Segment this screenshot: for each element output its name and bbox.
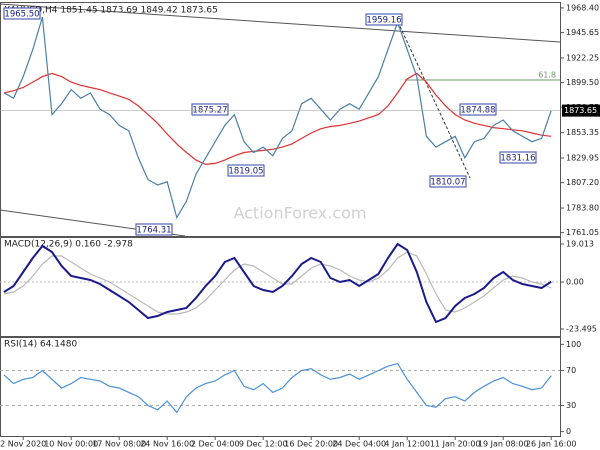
annotation-box [191,103,229,116]
annotation-box [499,151,537,164]
x-tick-label: 2 Dec 04:00 [191,440,240,449]
series-line [3,16,552,220]
x-tick-label: 9 Dec 12:00 [239,440,288,449]
x-tick-label: 24 Dec 04:00 [332,440,386,449]
annotation-label: 1831.16 [500,154,535,164]
y-tick-label: 19.013 [566,239,594,248]
y-tick-label: 70 [566,366,576,375]
x-tick-label: 2 Nov 2020 [0,440,46,449]
annotation-box [459,103,497,116]
y-tick-label: -23.495 [566,324,597,333]
x-tick-label: 11 Jan 20:00 [430,440,481,449]
series-line [3,362,552,414]
y-tick-label: 1968.40 [566,3,599,12]
y-tick-label: 1807.20 [566,178,599,187]
annotation-box [135,223,173,236]
trendline [397,21,471,179]
y-tick-label: 1829.95 [566,153,599,162]
y-tick-label: 0.00 [566,278,584,287]
watermark: ActionForex.com [233,204,366,223]
x-tick-label: 16 Dec 20:00 [284,440,338,449]
annotation-label: 1965.50 [4,10,39,20]
annotation-label: 1810.07 [430,178,465,188]
x-tick-label: 17 Nov 08:00 [92,440,146,449]
rsi-title: RSI(14) 64.1480 [4,340,77,350]
series-line [3,251,552,315]
trendline [0,3,561,43]
y-tick-label: 100 [566,340,581,349]
macd-panel [0,237,561,337]
annotation-box [365,13,403,26]
last-price-box [562,104,600,117]
macd-title: MACD(12,26,9) 0.160 -2.978 [4,240,133,250]
annotation-box [429,175,467,188]
last-price-label: 1873.65 [564,106,597,115]
fib-label: 61.8 [538,71,556,80]
y-tick-label: 1761.05 [566,228,599,237]
y-tick-label: 1945.65 [566,28,599,37]
x-tick-label: 4 Jan 12:00 [384,440,430,449]
annotation-box [227,164,265,177]
y-tick-label: 0 [566,427,571,436]
y-tick-label: 1922.25 [566,53,599,62]
y-tick-label: 30 [566,401,576,410]
x-tick-label: 19 Jan 08:00 [478,440,529,449]
y-tick-label: 1783.80 [566,204,599,213]
x-tick-label: 24 Nov 16:00 [140,440,194,449]
y-tick-label: 1853.35 [566,128,599,137]
annotation-label: 1959.16 [366,16,401,26]
y-tick-label: 1899.50 [566,78,599,87]
price-panel [0,2,561,237]
chart-title: XAUUSD,H4 1851.45 1873.69 1849.42 1873.6… [4,6,218,16]
annotation-label: 1819.05 [228,167,263,177]
annotation-box [3,7,41,20]
annotation-label: 1764.31 [136,226,171,236]
series-line [3,242,552,324]
rsi-panel [0,337,561,437]
x-tick-label: 10 Nov 00:00 [44,440,98,449]
x-tick-label: 26 Jan 16:00 [526,440,577,449]
